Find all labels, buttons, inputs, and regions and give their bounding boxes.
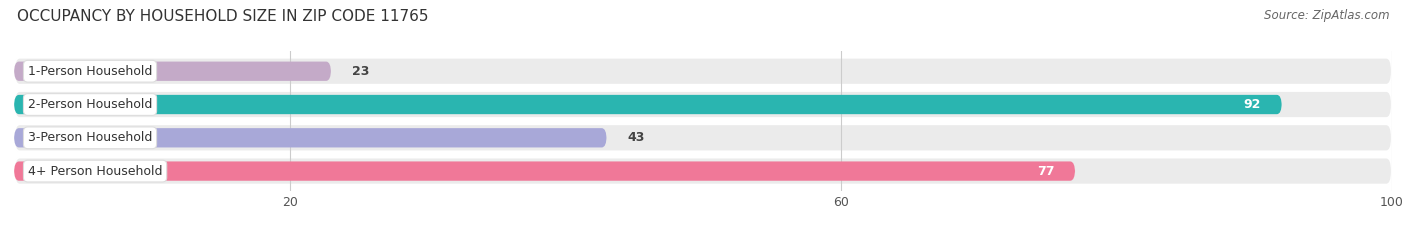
Text: 1-Person Household: 1-Person Household bbox=[28, 65, 152, 78]
FancyBboxPatch shape bbox=[14, 124, 1392, 151]
Text: 43: 43 bbox=[627, 131, 644, 144]
FancyBboxPatch shape bbox=[14, 91, 1392, 118]
FancyBboxPatch shape bbox=[14, 128, 606, 147]
Text: 3-Person Household: 3-Person Household bbox=[28, 131, 152, 144]
Text: Source: ZipAtlas.com: Source: ZipAtlas.com bbox=[1264, 9, 1389, 22]
Text: 77: 77 bbox=[1036, 164, 1054, 178]
FancyBboxPatch shape bbox=[14, 158, 1392, 185]
FancyBboxPatch shape bbox=[14, 95, 1282, 114]
Text: 4+ Person Household: 4+ Person Household bbox=[28, 164, 162, 178]
FancyBboxPatch shape bbox=[14, 161, 1076, 181]
Text: OCCUPANCY BY HOUSEHOLD SIZE IN ZIP CODE 11765: OCCUPANCY BY HOUSEHOLD SIZE IN ZIP CODE … bbox=[17, 9, 429, 24]
Text: 2-Person Household: 2-Person Household bbox=[28, 98, 152, 111]
FancyBboxPatch shape bbox=[14, 58, 1392, 85]
Text: 23: 23 bbox=[352, 65, 368, 78]
Text: 92: 92 bbox=[1244, 98, 1261, 111]
FancyBboxPatch shape bbox=[14, 62, 330, 81]
